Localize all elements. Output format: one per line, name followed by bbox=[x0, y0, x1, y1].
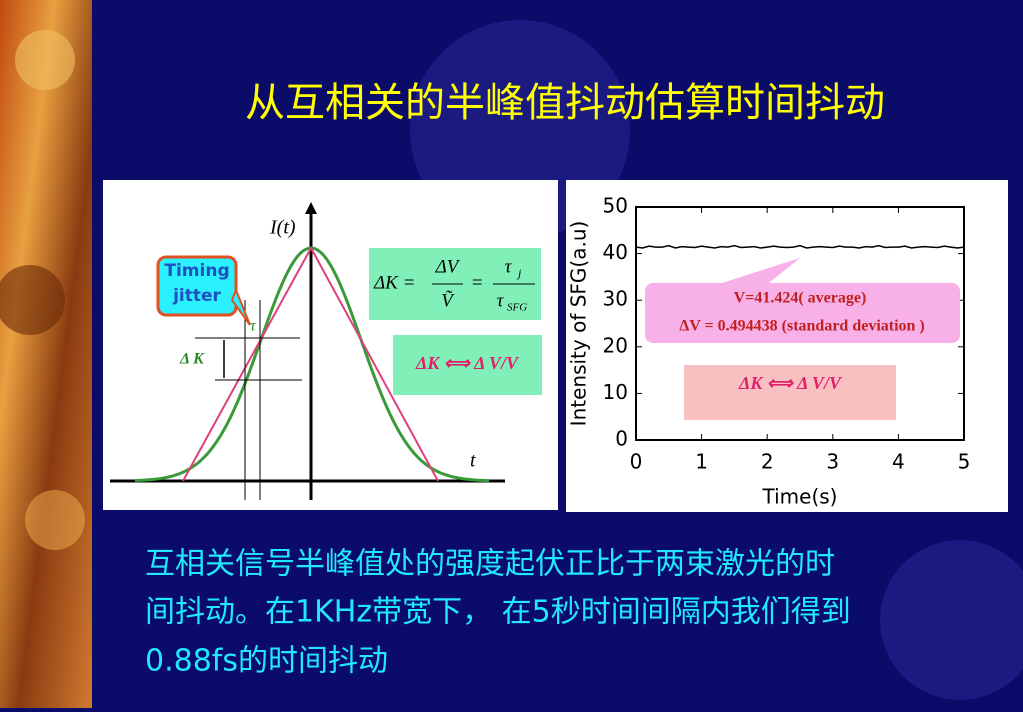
callout-text: jitter bbox=[172, 286, 221, 306]
formula-sub: j bbox=[516, 266, 522, 280]
body-text: 间抖动。在1KHz带宽下， 在5秒时间间隔内我们得到 bbox=[145, 595, 851, 630]
formula-term: = bbox=[471, 272, 484, 293]
triangle-curve bbox=[182, 245, 439, 482]
y-axis-label: I(t) bbox=[269, 217, 296, 239]
formula-term: τ bbox=[497, 290, 505, 311]
gear-decor bbox=[0, 265, 65, 335]
formula-sub: SFG bbox=[507, 302, 527, 314]
x-tick-label: 0 bbox=[630, 450, 643, 474]
y-tick-label: 30 bbox=[603, 287, 628, 311]
y-tick-label: 20 bbox=[603, 333, 628, 357]
chart-panel bbox=[566, 180, 1008, 512]
formula-lhs: ΔK = bbox=[373, 272, 415, 293]
callout-pointer bbox=[230, 287, 251, 326]
formula-term: ΔV bbox=[435, 256, 461, 277]
gear-decor bbox=[25, 490, 85, 550]
x-tick-label: 2 bbox=[761, 450, 774, 474]
y-tick-label: 10 bbox=[603, 380, 628, 404]
x-tick-label: 4 bbox=[892, 450, 905, 474]
x-tick-label: 1 bbox=[695, 450, 708, 474]
y-tick-label: 0 bbox=[615, 427, 628, 451]
annotation-pointer bbox=[700, 258, 800, 290]
y-tick-label: 40 bbox=[603, 240, 628, 264]
axis-arrow bbox=[305, 202, 317, 214]
annotation-text: V=41.424( average) bbox=[734, 290, 867, 307]
relation-text: ΔK ⟺ Δ V/V bbox=[415, 353, 520, 373]
body-text: 互相关信号半峰值处的强度起伏正比于两束激光的时 bbox=[145, 547, 835, 582]
x-axis-label: t bbox=[470, 450, 476, 472]
gear-decor bbox=[15, 30, 75, 90]
gear-strip bbox=[0, 0, 92, 708]
x-tick-label: 3 bbox=[826, 450, 839, 474]
x-tick-label: 5 bbox=[958, 450, 971, 474]
tau-label: τ bbox=[250, 318, 257, 335]
annotation-box bbox=[645, 283, 960, 343]
relation-box bbox=[684, 365, 896, 420]
gear-decor bbox=[880, 540, 1023, 700]
y-tick-label: 50 bbox=[603, 194, 628, 218]
body-text: 0.88fs的时间抖动 bbox=[145, 644, 388, 679]
data-line bbox=[635, 244, 965, 249]
callout-text: Timing bbox=[164, 261, 229, 281]
relation-text: ΔK ⟺ Δ V/V bbox=[738, 373, 843, 393]
callout-box bbox=[156, 255, 238, 317]
formula-term: τ bbox=[505, 256, 513, 277]
annotation-text: ΔV = 0.494438 (standard deviation ) bbox=[679, 318, 925, 335]
slide-title: 从互相关的半峰值抖动估算时间抖动 bbox=[245, 80, 885, 126]
relation-box bbox=[393, 335, 542, 395]
y-axis-label: Intensity of SFG(a.u) bbox=[567, 221, 591, 427]
formula-term: Ṽ bbox=[441, 290, 455, 311]
delta-k-label: Δ K bbox=[179, 351, 205, 368]
plot: 0 10 20 30 40 50 0 1 2 3 4 5 Time(s) Intensity of SFG… bbox=[567, 194, 971, 509]
plot-frame bbox=[635, 206, 965, 441]
x-axis-label: Time(s) bbox=[762, 485, 838, 509]
